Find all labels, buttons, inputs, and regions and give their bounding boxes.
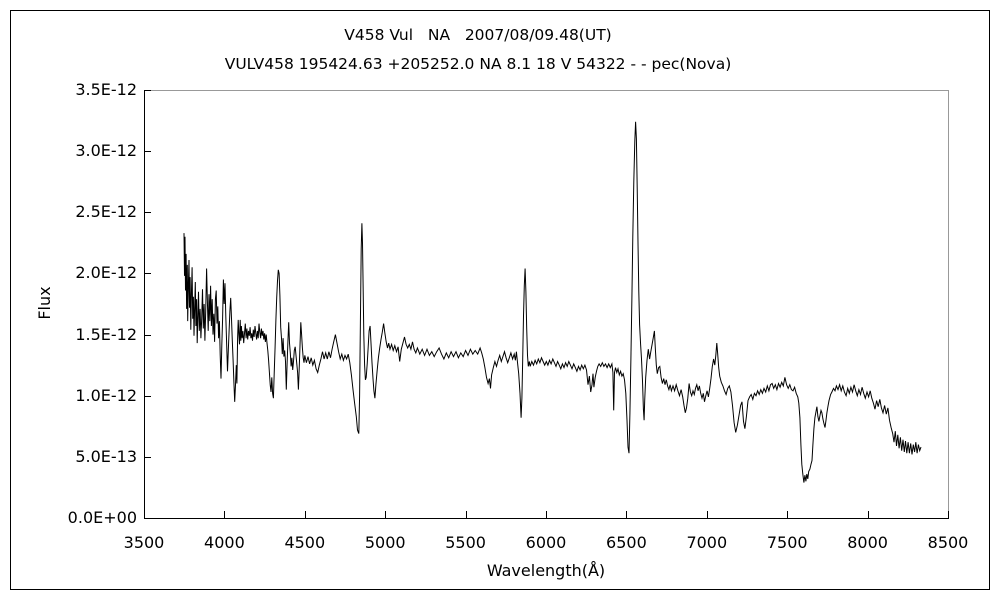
- x-tick-label: 7000: [686, 533, 728, 552]
- x-tick-label: 4000: [204, 533, 245, 552]
- y-tick-label: 2.5E-12: [75, 202, 137, 222]
- x-tick-label: 5500: [445, 533, 486, 552]
- y-tick-label: 1.5E-12: [75, 324, 137, 344]
- x-tick-label: 6000: [525, 533, 567, 552]
- y-tick-label: 5.0E-13: [75, 446, 137, 466]
- x-tick-label: 7500: [766, 533, 808, 552]
- y-tick-label: 3.0E-12: [75, 141, 137, 161]
- y-tick-label: 1.0E-12: [75, 385, 137, 405]
- chart-subtitle: VULV458 195424.63 +205252.0 NA 8.1 18 V …: [224, 55, 732, 73]
- y-tick-label: 2.0E-12: [75, 263, 137, 283]
- spectrum-line: [183, 121, 922, 483]
- x-tick-label: 8500: [927, 533, 969, 552]
- x-axis-title: Wavelength(Å): [486, 561, 606, 580]
- x-tick-label: 8000: [847, 533, 888, 552]
- x-tick-label: 3500: [123, 533, 165, 552]
- x-tick-label: 6500: [606, 533, 647, 552]
- x-tick-label: 5000: [364, 533, 406, 552]
- chart-title: V458 Vul NA 2007/08/09.48(UT): [344, 26, 612, 44]
- x-tick-label: 4500: [284, 533, 326, 552]
- y-tick-label: 3.5E-12: [75, 80, 137, 99]
- y-tick-label: 0.0E+00: [67, 508, 137, 527]
- figure-border: [10, 10, 990, 590]
